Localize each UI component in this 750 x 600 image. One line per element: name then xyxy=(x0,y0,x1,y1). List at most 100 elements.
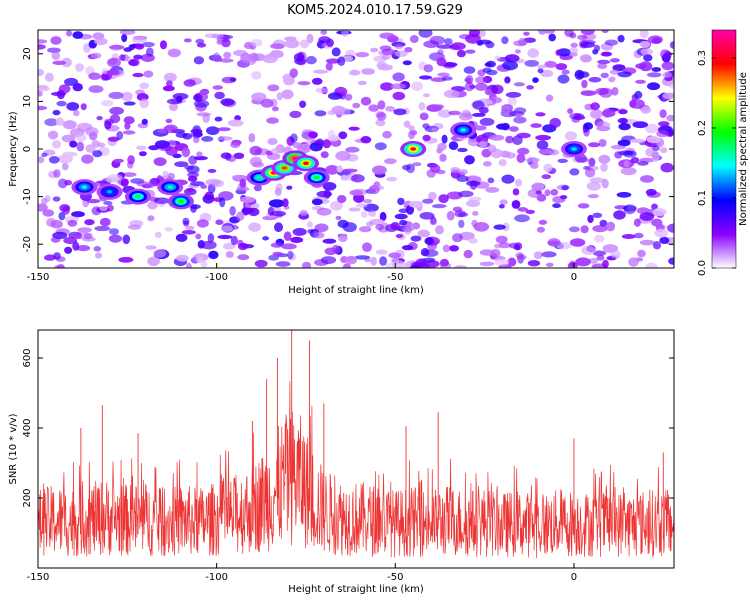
heatmap-cell xyxy=(604,39,619,46)
heatmap-cell xyxy=(548,33,556,42)
heatmap-cell xyxy=(535,190,542,195)
heatmap-cell xyxy=(616,191,632,198)
heatmap-cell xyxy=(526,85,534,90)
heatmap-cell xyxy=(46,218,57,227)
heatmap-cell xyxy=(504,54,520,63)
heatmap-cell xyxy=(248,52,259,63)
heatmap-cell xyxy=(164,124,179,134)
heatmap-cell xyxy=(109,228,119,235)
heatmap-cell xyxy=(220,98,235,106)
heatmap-cell xyxy=(38,84,49,90)
heatmap-cell xyxy=(390,222,400,230)
heatmap-cell xyxy=(598,154,611,164)
heatmap-cell xyxy=(535,134,551,141)
heatmap-cell xyxy=(479,249,495,256)
heatmap-cell xyxy=(76,122,93,132)
heatmap-cell xyxy=(139,151,147,157)
heatmap-cell xyxy=(524,59,539,67)
heatmap-cell xyxy=(385,262,396,268)
heatmap-cell xyxy=(331,47,341,57)
heatmap-cell xyxy=(585,167,596,178)
heatmap-cell xyxy=(164,227,173,232)
heatmap-cell xyxy=(67,219,78,227)
heatmap-cell xyxy=(458,112,473,121)
heatmap-cell xyxy=(55,117,65,126)
heatmap-cell xyxy=(159,40,168,50)
heatmap-cell xyxy=(127,155,135,165)
heatmap-cell xyxy=(395,234,404,238)
heatmap-cell xyxy=(581,79,588,89)
heatmap-cell xyxy=(51,51,61,60)
y-tick-label: 400 xyxy=(22,418,33,437)
heatmap-cell xyxy=(428,191,437,201)
heatmap-hotspot xyxy=(106,190,113,194)
heatmap-cell xyxy=(406,163,415,174)
heatmap-cell xyxy=(629,138,645,143)
heatmap-cell xyxy=(63,236,78,245)
heatmap-cell xyxy=(617,34,625,43)
heatmap-cell xyxy=(375,249,388,255)
heatmap-cell xyxy=(423,40,440,48)
heatmap-cell xyxy=(569,47,579,55)
heatmap-cell xyxy=(147,215,155,222)
heatmap-cell xyxy=(292,142,302,149)
heatmap-cell xyxy=(457,147,468,153)
heatmap-cell xyxy=(268,254,280,261)
heatmap-cell xyxy=(597,63,608,69)
heatmap-cell xyxy=(599,219,608,227)
heatmap-cell xyxy=(289,68,298,78)
heatmap-cell xyxy=(119,30,136,35)
heatmap-cell xyxy=(81,154,94,164)
heatmap-cell xyxy=(341,30,349,38)
heatmap-cell xyxy=(93,246,102,252)
heatmap-cell xyxy=(419,75,432,80)
heatmap-cell xyxy=(38,156,45,164)
heatmap-cell xyxy=(315,138,324,148)
heatmap-cell xyxy=(463,249,473,259)
heatmap-cell xyxy=(109,114,121,124)
heatmap-cell xyxy=(267,138,278,145)
heatmap-cell xyxy=(479,117,495,126)
heatmap-cell xyxy=(662,92,674,99)
heatmap-cell xyxy=(109,44,125,50)
heatmap-cell xyxy=(450,42,466,51)
heatmap-cell xyxy=(516,153,526,164)
heatmap-cell xyxy=(620,167,637,176)
heatmap-cell xyxy=(57,178,68,189)
heatmap-cell xyxy=(84,219,95,226)
heatmap-cell xyxy=(379,256,388,266)
heatmap-cell xyxy=(320,30,327,35)
heatmap-cell xyxy=(393,108,407,116)
heatmap-cell xyxy=(85,144,96,153)
heatmap-cell xyxy=(342,222,357,233)
heatmap-cell xyxy=(408,130,415,140)
heatmap-cell xyxy=(44,72,54,83)
heatmap-cell xyxy=(147,256,160,267)
heatmap-cell xyxy=(508,111,525,117)
heatmap-cell xyxy=(190,181,205,187)
snr-y-label: SNR (10 * v/v) xyxy=(8,413,19,484)
heatmap-cell xyxy=(384,158,397,165)
heatmap-cell xyxy=(659,109,667,119)
heatmap-cell xyxy=(141,41,155,48)
heatmap-cell xyxy=(96,116,103,121)
heatmap-cell xyxy=(437,109,452,118)
heatmap-cell xyxy=(431,127,439,132)
heatmap-cell xyxy=(356,203,368,208)
heatmap-cell xyxy=(465,75,474,85)
heatmap-cell xyxy=(403,120,411,128)
heatmap-cell xyxy=(547,238,561,247)
heatmap-cell xyxy=(375,224,384,231)
heatmap-cell xyxy=(419,212,435,220)
heatmap-cell xyxy=(468,196,482,203)
heatmap-cell xyxy=(154,231,162,238)
heatmap-cell xyxy=(623,205,637,212)
heatmap-cell xyxy=(176,254,189,262)
heatmap-cell xyxy=(412,162,422,167)
heatmap-cell xyxy=(667,223,674,233)
heatmap-cell xyxy=(100,73,110,81)
heatmap-cell xyxy=(223,51,232,59)
heatmap-cell xyxy=(351,174,365,183)
heatmap-cell xyxy=(590,109,603,119)
heatmap-cell xyxy=(651,37,662,45)
